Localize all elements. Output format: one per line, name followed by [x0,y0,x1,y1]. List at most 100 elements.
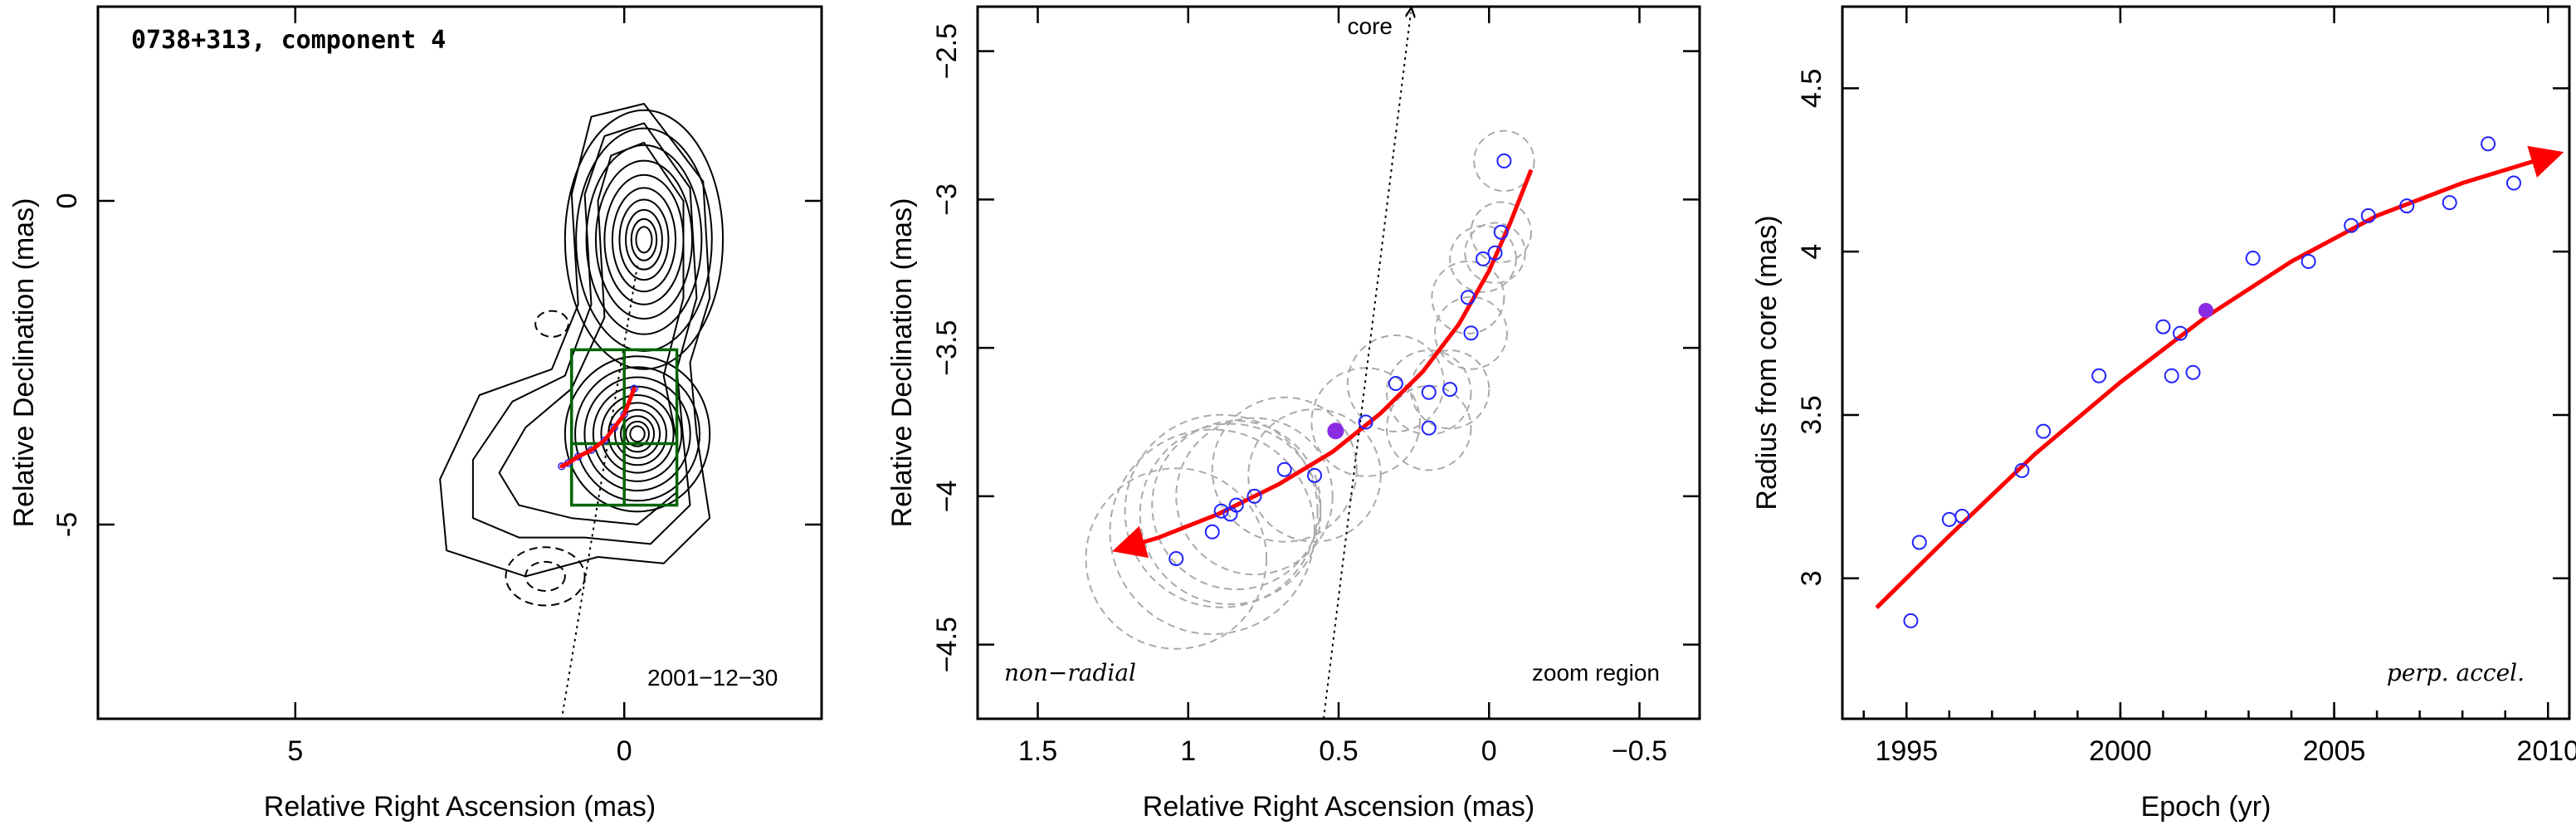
p3-data-point [2173,325,2188,341]
p2-data-point [1204,524,1220,540]
p2-data-point [1476,251,1490,266]
p1-contour-lower [629,425,646,443]
p2-data-point [1358,414,1373,430]
p2-uncertainty-circle [1151,420,1322,591]
p1-negative-contour-inner [524,560,566,592]
p2-uncertainty-circle [1346,334,1445,433]
p3-data-point [1954,508,1970,524]
p2-x-tick-label: 0.5 [1319,735,1358,767]
p2-uncertainty-circle [1410,349,1490,430]
p3-data-point [2344,217,2359,233]
p3-x-tick-label: 2000 [2089,735,2152,767]
p1-plot-content [439,103,724,720]
p3-data-point [2164,368,2179,383]
p1-contour-upper [611,187,677,293]
p3-x-tick-label: 2010 [2516,735,2576,767]
p2-y-tick-label: −4 [931,480,963,512]
p3-highlight-point [2198,303,2213,319]
p3-data-point [2506,175,2522,191]
p3-frame [1841,5,2571,720]
p2-data-point [1276,461,1292,477]
p1-ticks: 5 0 0 -5 [51,7,822,767]
p2-uncertainty-circle [1434,295,1508,370]
p1-frame [96,5,823,720]
p3-x-tick-label: 2005 [2303,735,2366,767]
p2-data-point [1388,376,1403,392]
p3-data-point [2399,198,2415,214]
p2-core-direction-line [1322,12,1411,720]
p2-data-point [1421,420,1437,436]
p2-data-point [1168,550,1184,566]
p2-x-axis-label: Relative Right Ascension (mas) [1143,791,1534,823]
p2-uncertainty-circle [1473,129,1535,193]
p3-annotation: perp. accel. [2387,659,2525,686]
p2-annotation-non-radial: non−radial [1004,659,1136,686]
p3-ticks: 1995 2000 2005 2010 3 3.5 4 4.5 [1796,7,2576,767]
p2-frame [976,5,1701,720]
p1-contour-lower [619,415,656,453]
p2-uncertainty-circle [1109,428,1315,636]
p1-x-axis-label: Relative Right Ascension (mas) [264,791,656,823]
p2-uncertainty-circle [1464,222,1526,284]
p2-uncertainty-circle [1211,396,1358,543]
p2-data-point [1487,245,1503,261]
p1-contour-upper [635,226,653,254]
p2-data-point [1421,384,1437,400]
p1-x-tick-label: 0 [617,735,632,767]
p3-y-tick-label: 4.5 [1796,69,1827,108]
p2-x-tick-label: 1.5 [1018,735,1057,767]
p1-y-tick-label: -5 [51,512,83,537]
p2-uncertainty-circle [1175,417,1334,576]
p1-contour-upper [603,173,685,305]
p1-contour-upper [630,217,658,261]
p1-contour-lower [583,376,691,492]
p3-data-point [2185,364,2201,380]
panel-1-contour-map: 5 0 0 -5 0738+313, component 4 2001−12−30 R… [8,5,823,823]
p3-data-point [2036,423,2052,439]
p3-plot-content [1875,136,2564,628]
p3-y-axis-label: Radius from core (mas) [1751,215,1783,510]
p3-x-tick-label: 1995 [1875,735,1938,767]
p3-data-point [2300,253,2316,269]
p2-data-point [1496,153,1512,168]
p1-contour-upper [594,159,693,320]
p1-contour-lower [625,420,650,447]
p2-y-tick-label: −4.5 [931,617,963,672]
p2-data-point [1493,224,1509,240]
p1-core-direction-line [560,265,639,720]
p2-y-tick-label: −2.5 [931,23,963,79]
p3-fit-curve [1875,145,2564,609]
p2-data-point [1228,497,1244,513]
p3-data-point [1903,613,1919,628]
p1-negative-contour [534,310,569,338]
p1-contour-upper [625,208,663,271]
p1-x-tick-label: 5 [287,735,303,767]
p1-contour-lower [574,366,701,502]
p2-uncertainty-circle [1124,413,1319,608]
p2-uncertainty-circle [1247,408,1382,543]
p3-data-point [2360,208,2376,223]
p1-date-label: 2001−12−30 [647,665,778,691]
p3-data-point [2245,251,2261,266]
p2-data-point [1213,503,1229,519]
p1-contour-lower [607,402,667,466]
p3-data-point [1941,511,1957,527]
p3-data-point [2442,195,2457,211]
p2-data-point [1442,382,1458,398]
p1-contour-upper [564,109,724,370]
p2-highlight-point [1327,422,1344,440]
panel-3-radius-vs-epoch: 1995 2000 2005 2010 3 3.5 4 4.5 perp. accel. Ep… [1751,5,2576,823]
p2-uncertainty-circle [1431,260,1505,334]
p3-y-tick-label: 4 [1796,244,1827,260]
p2-y-tick-label: −3.5 [931,320,963,376]
p2-y-tick-label: −3 [931,183,963,216]
p2-uncertainty-circle [1386,384,1472,471]
p3-data-point [2091,368,2107,383]
p2-data-point [1247,488,1262,504]
p1-contour-upper [618,198,670,281]
panel-2-zoom-track: 1.5 1 0.5 0 −0.5 −2.5 −3 −3.5 −4 −4.5 core non−ra… [886,5,1701,823]
p3-data-point [2014,462,2030,478]
p2-data-point [1463,325,1479,341]
p2-x-tick-label: −0.5 [1612,735,1667,767]
